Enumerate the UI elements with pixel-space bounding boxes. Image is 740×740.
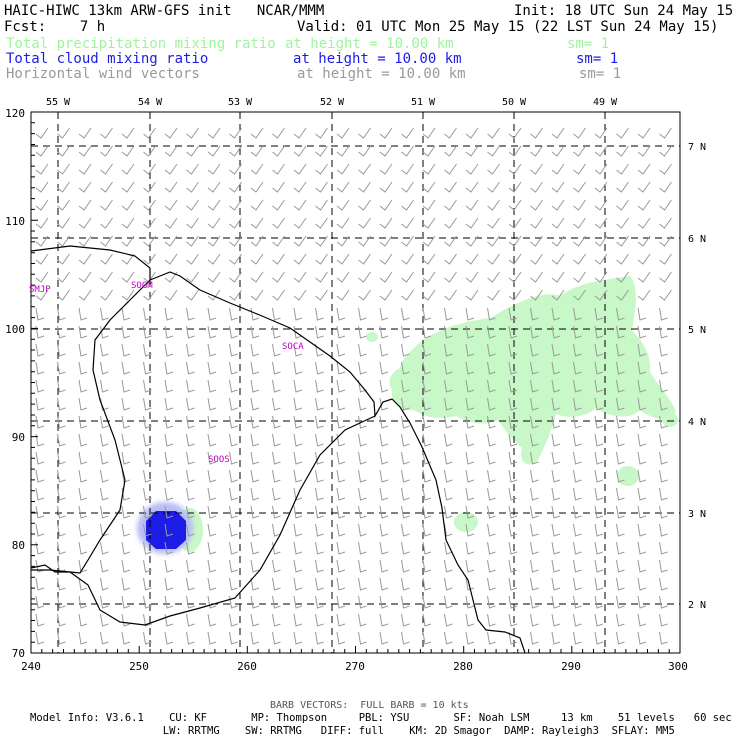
latitude-labels: 2 N 3 N 4 N 5 N 6 N 7 N bbox=[688, 142, 706, 611]
longitude-labels: 55 W 54 W 53 W 52 W 51 W 50 W 49 W bbox=[46, 97, 618, 108]
y-tick-label: 110 bbox=[5, 215, 25, 228]
field-precip-height: at height = 10.00 km bbox=[285, 36, 454, 52]
x-tick-label: 250 bbox=[129, 660, 149, 673]
lon-label: 55 W bbox=[46, 97, 71, 108]
lon-label: 50 W bbox=[502, 97, 527, 108]
border-line bbox=[31, 245, 526, 653]
station-label: SMJP bbox=[29, 285, 51, 295]
lon-label: 52 W bbox=[320, 97, 345, 108]
border-line bbox=[31, 279, 151, 574]
forecast-hour: Fcst: 7 h bbox=[4, 19, 106, 35]
tick-marks bbox=[30, 111, 681, 654]
y-tick-label: 70 bbox=[12, 647, 25, 660]
barb-legend: BARB VECTORS: FULL BARB = 10 kts bbox=[270, 700, 469, 711]
wind-barbs bbox=[35, 127, 672, 645]
x-tick-label: 280 bbox=[453, 660, 473, 673]
lat-label: 4 N bbox=[688, 417, 706, 428]
boundaries bbox=[31, 245, 526, 653]
field-precip-name: Total precipitation mixing ratio bbox=[6, 36, 276, 52]
cloud-blob bbox=[137, 502, 193, 554]
valid-time: Valid: 01 UTC Mon 25 May 15 (22 LST Sun … bbox=[297, 19, 719, 35]
field-cloud-sm: sm= 1 bbox=[576, 51, 619, 67]
lat-label: 2 N bbox=[688, 600, 706, 611]
model-info-line2: LW: RRTMG SW: RRTMG DIFF: full KM: 2D Sm… bbox=[30, 725, 675, 737]
lat-label: 6 N bbox=[688, 234, 706, 245]
lat-label: 7 N bbox=[688, 142, 706, 153]
x-tick-label: 240 bbox=[21, 660, 41, 673]
lon-label: 53 W bbox=[228, 97, 253, 108]
x-tick-label: 290 bbox=[561, 660, 581, 673]
field-wind-sm: sm= 1 bbox=[579, 66, 622, 82]
stations: SMJP SOGM SOCA SOOS bbox=[29, 281, 304, 465]
y-tick-label: 120 bbox=[5, 107, 25, 120]
x-tick-label: 270 bbox=[345, 660, 365, 673]
lon-label: 51 W bbox=[411, 97, 436, 108]
border-line bbox=[31, 415, 376, 626]
x-tick-label: 260 bbox=[237, 660, 257, 673]
lon-label: 54 W bbox=[138, 97, 163, 108]
y-tick-label: 100 bbox=[5, 323, 25, 336]
y-tick-label: 80 bbox=[12, 539, 25, 552]
field-precip-sm: sm= 1 bbox=[567, 36, 610, 52]
field-wind-name: Horizontal wind vectors bbox=[6, 66, 200, 82]
lon-label: 49 W bbox=[593, 97, 618, 108]
wind-barb-set bbox=[35, 127, 672, 645]
lat-label: 5 N bbox=[688, 325, 706, 336]
field-cloud-name: Total cloud mixing ratio bbox=[6, 51, 209, 67]
y-axis: 70 80 90 100 110 120 bbox=[5, 107, 25, 660]
axis-ticks bbox=[30, 111, 681, 654]
lat-label: 3 N bbox=[688, 509, 706, 520]
y-tick-label: 90 bbox=[12, 431, 25, 444]
x-axis: 240 250 260 270 280 290 300 bbox=[21, 660, 688, 673]
field-cloud-height: at height = 10.00 km bbox=[293, 51, 462, 67]
x-tick-label: 300 bbox=[668, 660, 688, 673]
model-info-line1: Model Info: V3.6.1 CU: KF MP: Thompson P… bbox=[30, 712, 732, 724]
station-label: SOCA bbox=[282, 342, 304, 352]
init-time: Init: 18 UTC Sun 24 May 15 bbox=[514, 3, 734, 19]
plot-title: HAIC-HIWC 13km ARW-GFS init NCAR/MMM bbox=[4, 3, 325, 19]
station-label: SOOS bbox=[208, 455, 230, 465]
field-wind-height: at height = 10.00 km bbox=[297, 66, 466, 82]
station-label: SOGM bbox=[131, 281, 153, 291]
